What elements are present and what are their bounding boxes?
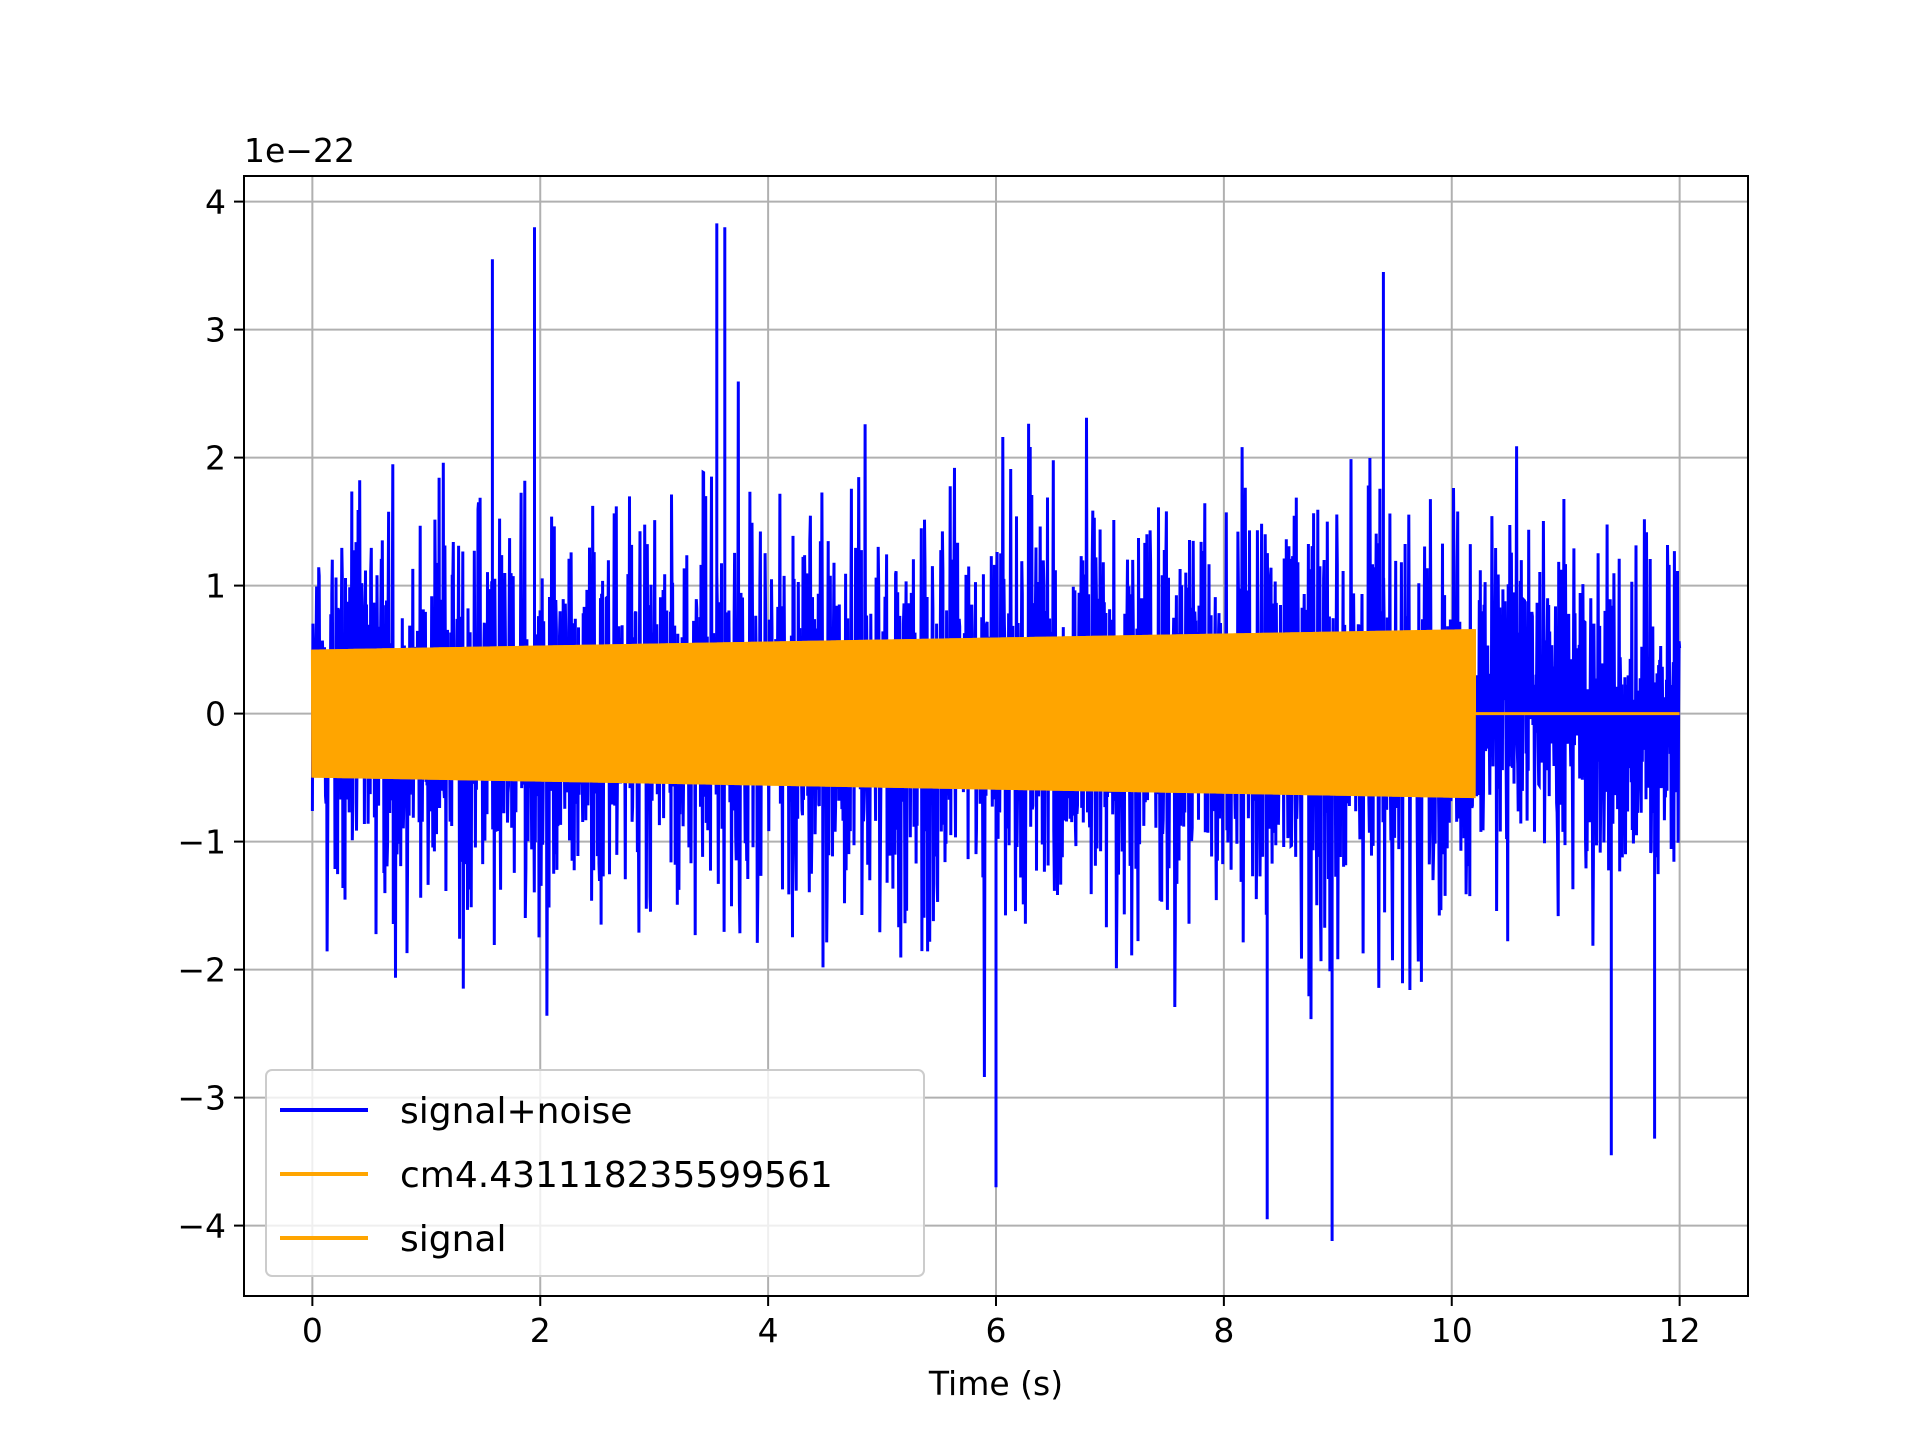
y-tick-label-1: 3 bbox=[205, 311, 226, 350]
x-tick-label-0: 0 bbox=[302, 1311, 323, 1350]
y-tick-label-5: −1 bbox=[177, 823, 226, 862]
x-tick-label-5: 10 bbox=[1431, 1311, 1473, 1350]
y-tick-label-3: 1 bbox=[205, 567, 226, 606]
legend-label-0: signal+noise bbox=[400, 1091, 632, 1132]
y-offset-label: 1e−22 bbox=[244, 131, 355, 170]
legend-box bbox=[265, 1069, 925, 1277]
x-axis-label: Time (s) bbox=[928, 1364, 1063, 1403]
y-tick-label-6: −2 bbox=[177, 951, 226, 990]
legend-label-1: cm4.431118235599561 bbox=[400, 1155, 833, 1196]
y-tick-label-2: 2 bbox=[205, 439, 226, 478]
x-ticks: 0 2 4 6 8 10 12 bbox=[302, 1296, 1701, 1350]
y-ticks: 4 3 2 1 0 −1 −2 −3 −4 bbox=[177, 183, 244, 1246]
legend: signal+noise cm4.431118235599561 signal bbox=[265, 1069, 925, 1277]
y-tick-label-4: 0 bbox=[205, 695, 226, 734]
x-tick-label-2: 4 bbox=[758, 1311, 779, 1350]
x-tick-label-6: 12 bbox=[1659, 1311, 1701, 1350]
x-tick-label-3: 6 bbox=[986, 1311, 1007, 1350]
legend-label-2: signal bbox=[400, 1219, 507, 1260]
plot-area bbox=[310, 223, 1682, 1241]
x-tick-label-1: 2 bbox=[530, 1311, 551, 1350]
series-cm-envelope bbox=[312, 629, 1475, 799]
x-tick-label-4: 8 bbox=[1213, 1311, 1234, 1350]
y-tick-label-0: 4 bbox=[205, 183, 226, 222]
y-tick-label-8: −4 bbox=[177, 1207, 226, 1246]
y-tick-label-7: −3 bbox=[177, 1079, 226, 1118]
